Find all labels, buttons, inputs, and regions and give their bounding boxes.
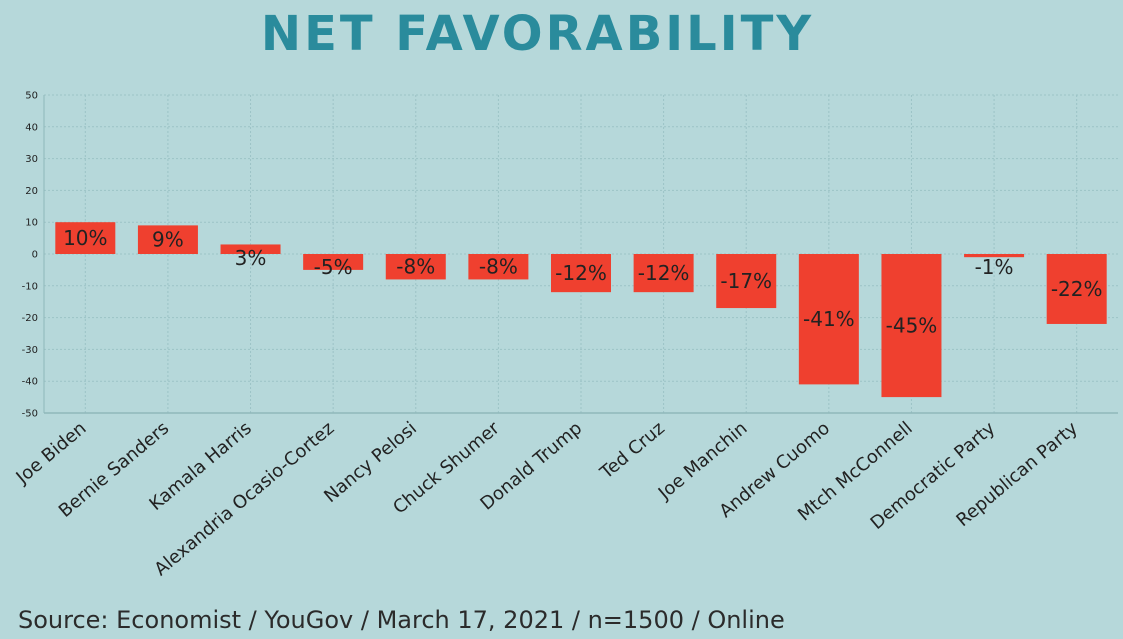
axis-layer	[43, 95, 1118, 414]
bar	[303, 254, 364, 270]
data-label: -8%	[396, 255, 435, 279]
bar	[551, 254, 611, 293]
bar	[468, 254, 529, 280]
x-tick-label: Ted Cruz	[596, 418, 669, 484]
data-label: -12%	[555, 261, 607, 285]
data-label: -8%	[479, 255, 518, 279]
bar	[1046, 254, 1107, 324]
y-tick-label: 30	[25, 154, 38, 165]
data-label: -1%	[975, 255, 1014, 279]
y-tick-label: 10	[25, 218, 38, 229]
data-label: -45%	[886, 314, 938, 338]
bar	[55, 222, 116, 254]
bar	[881, 254, 942, 398]
data-label: 3%	[235, 246, 267, 270]
data-label: -12%	[638, 261, 690, 285]
bar	[798, 254, 859, 385]
y-tick-label: 20	[25, 186, 38, 197]
y-tick-label: -50	[22, 409, 38, 420]
bar	[220, 244, 281, 254]
bar	[964, 254, 1025, 258]
x-tick-label: Joe Biden	[12, 418, 91, 489]
data-label: -22%	[1051, 277, 1103, 301]
data-label: -5%	[314, 255, 353, 279]
data-label: 10%	[63, 226, 107, 250]
y-tick-label: 50	[25, 91, 38, 102]
bar	[385, 254, 446, 280]
source-note: Source: Economist / YouGov / March 17, 2…	[18, 606, 785, 634]
bar	[716, 254, 777, 309]
y-tick-label: 0	[32, 250, 38, 261]
y-tick-label: -40	[22, 377, 38, 388]
data-label: -17%	[720, 269, 772, 293]
bar	[633, 254, 694, 293]
y-tick-label: -30	[22, 345, 38, 356]
bar-layer	[55, 222, 1107, 398]
bar-chart: 50 40 30 20 10 0 -10 -20 -30 -40 -50 10% Joe Biden 9%…	[12, 91, 1118, 580]
data-label: 9%	[152, 228, 184, 252]
data-label: -41%	[803, 307, 855, 331]
y-tick-label: 40	[25, 122, 38, 133]
bar	[137, 225, 198, 254]
y-tick-label: -10	[22, 281, 38, 292]
chart-title: NET FAVORABILITY	[260, 6, 815, 62]
y-tick-label: -20	[22, 313, 38, 324]
